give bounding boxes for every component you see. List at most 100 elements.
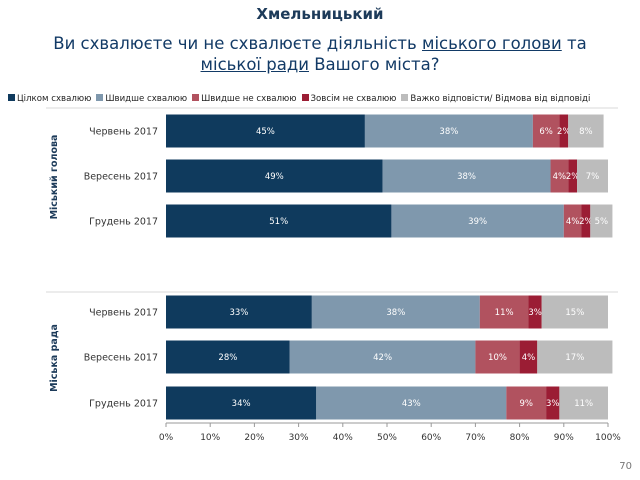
bar-segment [559,114,569,148]
legend-label: Важко відповісти/ Відмова від відповіді [410,94,591,104]
x-tick-label: 60% [421,433,441,443]
data-label: 38% [457,172,476,182]
bar-segment [568,114,604,148]
legend-swatch [8,94,15,101]
bar-segment [391,204,564,238]
data-label: 2% [566,172,580,182]
x-tick-label: 50% [377,433,397,443]
legend-item: Швидше не схвалюю [192,94,297,104]
bar-segment [166,295,312,329]
bar-segment [506,386,547,420]
legend-label: Швидше схвалюю [105,94,188,104]
bar-segment [541,295,608,329]
chart-legend: Цілком схвалюю Швидше схвалюю Швидше не сх… [8,94,638,104]
data-label: 9% [519,399,533,409]
data-label: 4% [522,353,536,363]
data-label: 8% [579,127,593,137]
bar-segment [382,159,551,193]
data-label: 3% [546,399,560,409]
category-label: Вересень 2017 [84,353,158,364]
data-label: 11% [495,308,514,318]
title-underlined-council: міської ради [200,55,309,74]
data-label: 38% [386,308,405,318]
x-tick-label: 0% [159,433,174,443]
category-label: Грудень 2017 [89,217,158,228]
bar-segment [546,386,560,420]
city-heading: Хмельницький [256,5,384,23]
bar-segment [537,340,613,374]
category-label: Вересень 2017 [84,172,158,183]
group-label: Міська рада [49,324,60,392]
data-label: 7% [586,172,600,182]
bar-segment [577,159,608,193]
group-label: Міський голова [49,135,60,220]
data-label: 34% [232,399,251,409]
x-tick-label: 70% [465,433,485,443]
title-underlined-mayor: міського голови [422,34,562,53]
x-tick-label: 80% [510,433,530,443]
x-tick-label: 30% [289,433,309,443]
title-text-3: Вашого міста? [308,55,440,74]
x-tick-label: 10% [200,433,220,443]
legend-item: Важко відповісти/ Відмова від відповіді [401,94,590,104]
data-label: 15% [565,308,584,318]
bar-segment [563,204,582,238]
bar-segment [166,159,383,193]
x-tick-label: 100% [595,433,621,443]
data-label: 2% [579,217,593,227]
legend-label: Швидше не схвалюю [201,94,297,104]
data-label: 45% [256,127,275,137]
bar-segment [479,295,529,329]
bar-segment [568,159,578,193]
bar-segment [590,204,613,238]
data-label: 33% [229,308,248,318]
category-label: Червень 2017 [89,308,158,319]
legend-swatch [192,94,200,101]
bar-segment [316,386,507,420]
bar-segment [550,159,569,193]
data-label: 51% [269,217,288,227]
bar-segment [311,295,480,329]
bar-segment [528,295,542,329]
data-label: 3% [528,308,542,318]
bar-segment [581,204,591,238]
bar-segment [289,340,476,374]
data-label: 28% [218,353,237,363]
data-label: 39% [468,217,487,227]
data-label: 2% [557,127,571,137]
data-label: 49% [265,172,284,182]
bar-segment [559,386,608,420]
x-tick-label: 40% [333,433,353,443]
page-number: 70 [619,461,632,472]
data-label: 42% [373,353,392,363]
category-label: Червень 2017 [89,127,158,138]
legend-label: Цілком схвалюю [17,94,92,104]
data-label: 17% [565,353,584,363]
bar-segment [519,340,538,374]
legend-item: Зовсім не схвалюю [301,94,397,104]
legend-item: Цілком схвалюю [8,94,91,104]
title-text-1: Ви схвалюєте чи не схвалюєте діяльність [53,34,422,53]
bar-segment [166,340,290,374]
data-label: 5% [595,217,609,227]
bar-segment [532,114,560,148]
x-tick-label: 90% [554,433,574,443]
bar-segment [166,204,392,238]
title-text-2: та [561,34,587,53]
data-label: 10% [488,353,507,363]
data-label: 4% [566,217,580,227]
data-label: 38% [439,127,458,137]
category-label: Грудень 2017 [89,399,158,410]
data-label: 4% [553,172,567,182]
bar-segment [166,114,365,148]
data-label: 11% [574,399,593,409]
chart-title: Ви схвалюєте чи не схвалюєте діяльність … [20,33,620,75]
x-tick-label: 20% [244,433,264,443]
legend-label: Зовсім не схвалюю [310,94,397,104]
legend-item: Швидше схвалюю [96,94,187,104]
bar-segment [364,114,533,148]
bar-segment [475,340,520,374]
legend-swatch [301,94,309,101]
data-label: 6% [539,127,553,137]
